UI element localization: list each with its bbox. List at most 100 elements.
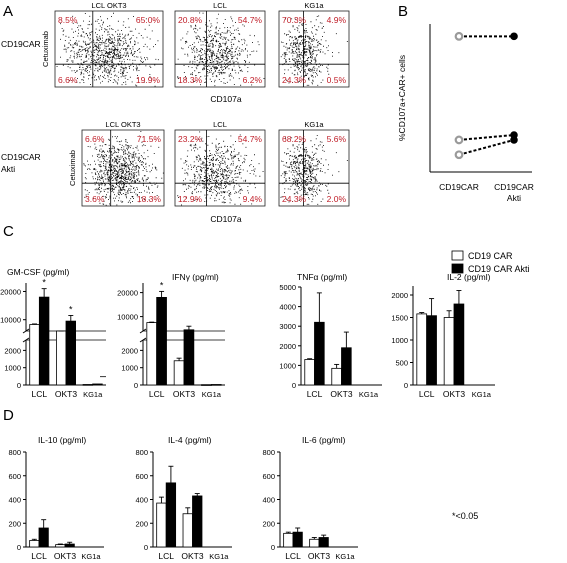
y-tick-label: 400 (135, 496, 148, 505)
quadrant-value: 2.0% (327, 194, 347, 204)
bar-chart-3: TNFα (pg/ml) 0 1000 2000 3000 4000 5000 LCL OKT3… (279, 272, 382, 399)
y-tick-label: 2000 (391, 291, 408, 300)
quadrant-value: 18.3% (178, 75, 203, 85)
row-label-1: CD19CAR (1, 39, 41, 49)
bar-cd19car (331, 367, 342, 386)
y-tick-label: 800 (262, 448, 275, 457)
point-cd19car (454, 150, 464, 160)
flow-dots (177, 12, 265, 87)
y-tick-label: 2000 (4, 346, 21, 355)
flow-plot-title: LCL OKT3 (91, 1, 126, 10)
point-cd19car-akti (510, 136, 518, 144)
x-tick-label: KG1a (335, 552, 355, 561)
y-tick-label: 0 (134, 381, 138, 390)
quadrant-value: 20.8% (178, 15, 203, 25)
bar-cd19car (283, 532, 294, 548)
bar-cd19car-akti (92, 383, 103, 386)
quadrant-value: 70.3% (282, 15, 307, 25)
y-tick-label: 10000 (117, 313, 138, 322)
chart-title: IL-4 (pg/ml) (168, 435, 212, 445)
y-tick-label: 200 (262, 519, 275, 528)
quadrant-value: 68.2% (282, 134, 307, 144)
y-tick-label: 5000 (279, 283, 296, 292)
y-tick-label: 800 (135, 448, 148, 457)
pair-line (458, 134, 515, 141)
bar-cd19car-akti (64, 543, 75, 548)
y-tick-label: 500 (395, 359, 408, 368)
x-tick-label: Akti (507, 193, 521, 203)
quadrant-value: 24.3% (282, 194, 307, 204)
x-tick-label: OKT3 (55, 389, 77, 399)
bar-chart-2: IFNγ (pg/ml) 0 1000 2000 10000 20000 LCL * OKT3 K… (117, 272, 225, 399)
quadrant-value: 23.2% (178, 134, 203, 144)
y-tick-label: 20000 (117, 289, 138, 298)
flow-plot-title: LCL OKT3 (105, 120, 140, 129)
bar-cd19car (182, 513, 193, 548)
bar-cd19car-akti (210, 384, 222, 386)
quadrant-value: 71.5% (137, 134, 162, 144)
flow-plot-frame (174, 129, 266, 207)
bar-cd19car-akti (38, 527, 49, 548)
quadrant-value: 3.6% (85, 194, 105, 204)
bar-cd19car-akti (318, 537, 329, 548)
bar-cd19car (443, 317, 455, 386)
x-tick-label: LCL (158, 551, 174, 561)
x-tick-label: KG1a (202, 390, 222, 399)
bar-chart-5: IL-10 (pg/ml) 0 200 400 600 800 LCL OKT3 KG1a (8, 435, 104, 561)
x-tick-label: OKT3 (443, 389, 465, 399)
bar-cd19car-akti (38, 296, 50, 386)
panel-label-d: D (3, 407, 14, 424)
legend: CD19 CAR CD19 CAR Akti (451, 250, 530, 274)
flow-plot-frame (278, 129, 350, 207)
x-tick-label: CD19CAR (494, 182, 534, 192)
x-tick-label: OKT3 (330, 389, 352, 399)
bar-cd19car (82, 384, 94, 386)
bar-cd19car (56, 330, 67, 386)
bar-cd19car (146, 322, 158, 386)
chart-title: IL-10 (pg/ml) (38, 435, 86, 445)
y-axis-label-1: Cetuximab (41, 31, 50, 67)
quadrant-value: 9.4% (243, 194, 263, 204)
panel-a-flow: CD19CAR CD19CAR Akti CD107a CD107a Cetuximab C… (1, 1, 350, 224)
flow-plot: LCL OKT3 8.5% 65.0% 6.6% 19.9% (54, 1, 164, 88)
flow-plot-title: KG1a (304, 120, 324, 129)
chart-title: GM-CSF (pg/ml) (7, 267, 70, 277)
quadrant-value: 4.9% (327, 15, 347, 25)
bar-cd19car (173, 360, 185, 386)
x-tick-label: LCL (307, 389, 323, 399)
bar-cd19car (156, 502, 167, 548)
panel-label-a: A (3, 3, 13, 20)
bar-cd19car-akti (426, 315, 437, 386)
y-tick-label: 2000 (279, 342, 296, 351)
x-axis-label-bottom: CD107a (210, 214, 241, 224)
bar-cd19car-akti (314, 321, 325, 386)
y-tick-label: 4000 (279, 303, 296, 312)
x-tick-label: KG1a (472, 390, 492, 399)
y-tick-label: 0 (404, 381, 408, 390)
quadrant-value: 54.7% (238, 134, 263, 144)
chart-title: TNFα (pg/ml) (297, 272, 347, 282)
bar-cd19car (309, 538, 320, 548)
point-cd19car-akti (510, 32, 518, 41)
y-tick-label: 400 (8, 496, 21, 505)
x-tick-label: OKT3 (173, 389, 195, 399)
y-tick-label: 1000 (4, 364, 21, 373)
quadrant-value: 0.5% (327, 75, 347, 85)
bar-cd19car-akti (156, 296, 167, 386)
quadrant-value: 6.6% (58, 75, 78, 85)
x-tick-label: OKT3 (54, 551, 76, 561)
row-label-2: Akti (1, 164, 15, 174)
pair-line (458, 138, 515, 156)
bar-cd19car-akti (192, 495, 203, 548)
panel-label-b: B (398, 3, 408, 20)
y-tick-label: 0 (144, 543, 148, 552)
legend-swatch (451, 263, 464, 274)
flow-plot-frame (278, 10, 350, 88)
significance-mark: * (42, 278, 46, 288)
y-tick-label: 10000 (0, 316, 21, 325)
y-tick-label: 200 (135, 519, 148, 528)
quadrant-value: 6.6% (85, 134, 105, 144)
